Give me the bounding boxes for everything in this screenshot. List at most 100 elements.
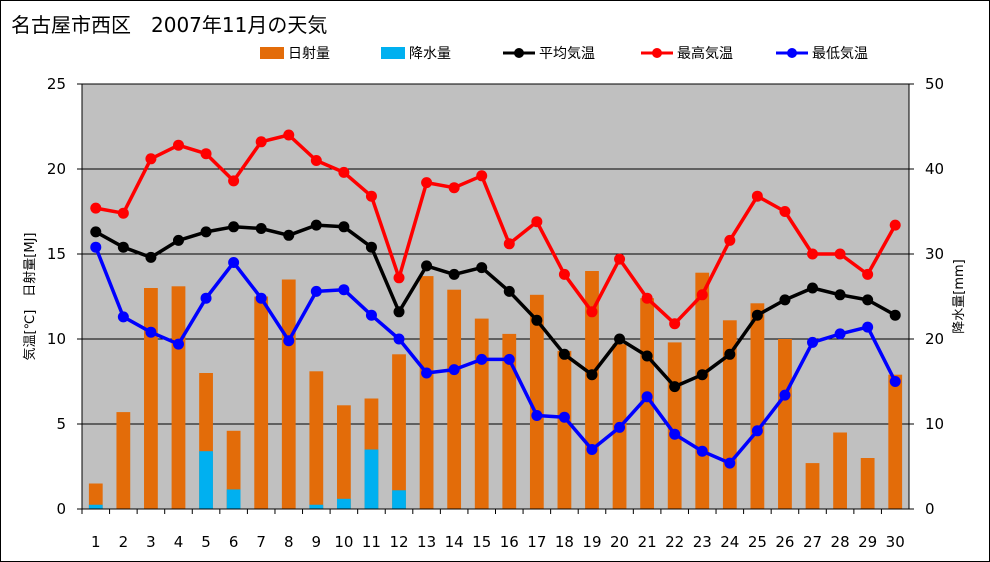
legend-label-最高気温: 最高気温 bbox=[677, 45, 733, 62]
bar-日射量-12 bbox=[392, 354, 406, 509]
point-平均気温-11 bbox=[365, 241, 377, 253]
point-最高気温-24 bbox=[724, 234, 736, 246]
tick-label-x: 30 bbox=[886, 533, 905, 551]
bar-降水量-10 bbox=[336, 498, 351, 509]
bar-日射量-2 bbox=[116, 412, 131, 509]
point-最高気温-9 bbox=[310, 155, 322, 166]
point-最高気温-22 bbox=[669, 318, 681, 330]
point-最低気温-8 bbox=[283, 335, 295, 347]
y-axis-label-left: 気温[℃] 日射量[MJ] bbox=[22, 233, 38, 361]
point-最低気温-1 bbox=[90, 241, 102, 253]
point-最低気温-29 bbox=[862, 321, 874, 333]
tick-label-x: 21 bbox=[638, 533, 657, 551]
point-平均気温-18 bbox=[558, 348, 570, 360]
point-最低気温-23 bbox=[696, 445, 708, 457]
tick-label-right: 50 bbox=[925, 75, 944, 93]
point-最高気温-5 bbox=[200, 148, 212, 160]
bar-日射量-1 bbox=[88, 483, 103, 509]
point-最高気温-12 bbox=[393, 272, 405, 284]
point-最低気温-30 bbox=[889, 376, 901, 387]
line-最低気温 bbox=[94, 246, 897, 465]
tick-label-x: 14 bbox=[445, 533, 464, 551]
point-最高気温-11 bbox=[365, 190, 377, 202]
bar-降水量-5 bbox=[199, 451, 213, 509]
bar-日射量-21 bbox=[640, 298, 655, 509]
point-最高気温-1 bbox=[90, 202, 102, 214]
bar-日射量-4 bbox=[171, 286, 186, 509]
point-最高気温-17 bbox=[531, 216, 543, 228]
point-平均気温-3 bbox=[145, 251, 157, 263]
point-最低気温-21 bbox=[641, 391, 653, 403]
tick-label-x: 27 bbox=[803, 533, 822, 551]
tick-label-left: 5 bbox=[56, 415, 66, 433]
point-平均気温-2 bbox=[117, 241, 129, 253]
legend-swatch-日射量 bbox=[260, 47, 284, 59]
tick-label-x: 2 bbox=[119, 533, 129, 551]
point-最低気温-27 bbox=[807, 336, 819, 348]
point-最低気温-6 bbox=[228, 257, 240, 268]
point-最低気温-5 bbox=[200, 292, 212, 304]
tick-label-x: 5 bbox=[201, 533, 211, 551]
tick-label-right: 10 bbox=[925, 415, 944, 433]
point-最低気温-4 bbox=[172, 338, 184, 350]
point-最低気温-7 bbox=[255, 292, 267, 304]
tick-label-x: 9 bbox=[312, 533, 322, 551]
tick-label-x: 29 bbox=[858, 533, 877, 551]
tick-label-x: 10 bbox=[334, 533, 353, 551]
point-最低気温-18 bbox=[558, 411, 570, 423]
tick-label-x: 22 bbox=[665, 533, 684, 551]
bar-日射量-29 bbox=[860, 458, 875, 509]
bar-日射量-27 bbox=[805, 463, 820, 509]
point-平均気温-10 bbox=[338, 221, 350, 233]
point-最低気温-24 bbox=[724, 457, 736, 469]
bar-日射量-8 bbox=[281, 279, 296, 509]
legend-label-日射量: 日射量 bbox=[288, 46, 330, 62]
point-最低気温-19 bbox=[586, 444, 598, 455]
bar-日射量-28 bbox=[833, 432, 847, 509]
point-最高気温-27 bbox=[807, 248, 819, 260]
tick-label-left: 25 bbox=[47, 75, 66, 93]
tick-label-right: 20 bbox=[925, 330, 944, 348]
tick-label-x: 17 bbox=[527, 533, 546, 551]
bar-降水量-6 bbox=[226, 489, 241, 509]
point-最低気温-9 bbox=[310, 285, 322, 297]
tick-label-x: 19 bbox=[582, 533, 601, 551]
bar-日射量-18 bbox=[557, 350, 572, 509]
legend-label-最低気温: 最低気温 bbox=[812, 46, 868, 62]
tick-label-right: 40 bbox=[925, 160, 944, 178]
bar-日射量-13 bbox=[419, 276, 434, 509]
point-最高気温-6 bbox=[228, 175, 240, 187]
point-最高気温-20 bbox=[614, 253, 626, 265]
point-平均気温-9 bbox=[310, 219, 322, 231]
y-axis-label-right: 降水量[mm] bbox=[952, 259, 967, 333]
point-最高気温-18 bbox=[558, 268, 570, 280]
tick-label-x: 16 bbox=[500, 533, 519, 551]
tick-label-x: 6 bbox=[229, 533, 239, 551]
tick-label-left: 0 bbox=[56, 500, 66, 518]
tick-label-right: 30 bbox=[925, 245, 944, 263]
tick-label-x: 24 bbox=[720, 533, 739, 551]
tick-label-x: 26 bbox=[775, 533, 794, 551]
tick-label-left: 10 bbox=[47, 330, 66, 348]
point-最低気温-20 bbox=[614, 421, 626, 433]
bar-降水量-11 bbox=[364, 449, 379, 509]
bar-日射量-26 bbox=[778, 339, 792, 509]
point-最高気温-29 bbox=[862, 268, 874, 280]
tick-label-x: 13 bbox=[417, 533, 436, 551]
point-最低気温-3 bbox=[145, 326, 157, 338]
point-最低気温-15 bbox=[476, 353, 488, 365]
bar-日射量-15 bbox=[474, 318, 489, 509]
bar-日射量-3 bbox=[144, 288, 158, 509]
point-最低気温-10 bbox=[338, 284, 350, 296]
bar-降水量-12 bbox=[392, 490, 406, 509]
point-平均気温-14 bbox=[448, 268, 460, 280]
legend-marker-平均気温 bbox=[514, 48, 524, 58]
point-平均気温-23 bbox=[696, 369, 708, 381]
point-平均気温-15 bbox=[476, 262, 488, 274]
bar-日射量-30 bbox=[888, 374, 903, 509]
point-最高気温-19 bbox=[586, 306, 598, 318]
point-平均気温-7 bbox=[255, 223, 267, 234]
point-最高気温-7 bbox=[255, 136, 267, 148]
